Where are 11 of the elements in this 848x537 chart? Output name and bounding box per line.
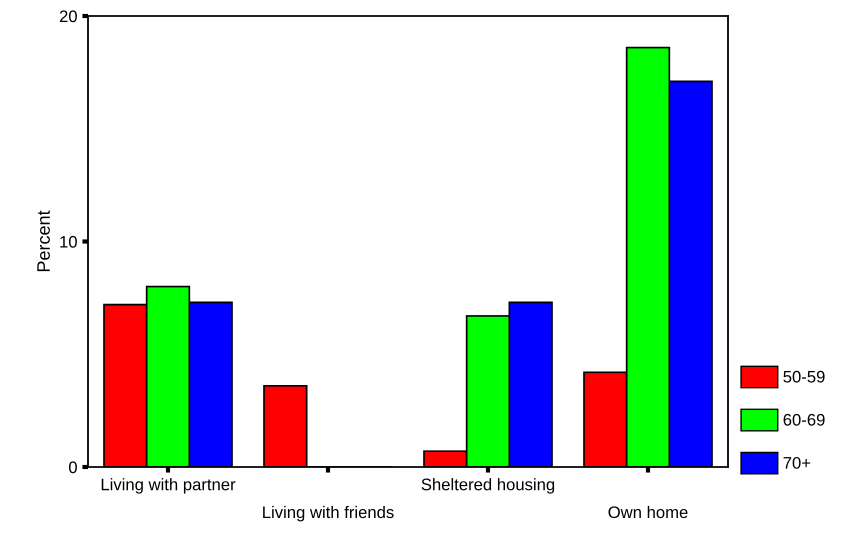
y-tick-label: 0 — [68, 461, 77, 474]
x-tick-label: Living with partner — [102, 478, 236, 494]
y-axis-title: Percent — [37, 210, 50, 272]
legend-label: 60-69 — [784, 414, 825, 426]
legend-label: 50-59 — [783, 370, 825, 383]
x-tick-label: Own home — [608, 506, 688, 518]
x-tick-label: Living with friends — [263, 506, 394, 522]
y-tick-label: 10 — [60, 236, 77, 248]
x-tick-label: Sheltered housing — [422, 478, 554, 494]
y-tick-label: 20 — [60, 10, 77, 22]
legend-label: 70+ — [784, 456, 810, 469]
